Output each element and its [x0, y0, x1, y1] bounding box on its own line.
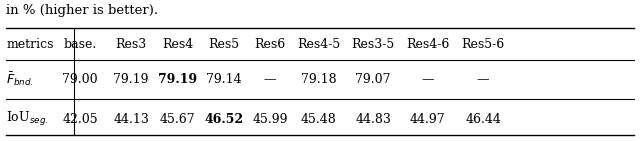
Text: base.: base.: [63, 38, 97, 51]
Text: —: —: [264, 73, 276, 86]
Text: Res6: Res6: [255, 38, 285, 51]
Text: Res4-6: Res4-6: [406, 38, 449, 51]
Text: 45.99: 45.99: [252, 113, 288, 126]
Text: metrics: metrics: [6, 38, 54, 51]
Text: in % (higher is better).: in % (higher is better).: [6, 4, 159, 17]
Text: 79.19: 79.19: [113, 73, 149, 86]
Text: Res3-5: Res3-5: [351, 38, 395, 51]
Text: 44.83: 44.83: [355, 113, 391, 126]
Text: 42.05: 42.05: [62, 113, 98, 126]
Text: 79.07: 79.07: [355, 73, 391, 86]
Text: 79.19: 79.19: [158, 73, 198, 86]
Text: Res4-5: Res4-5: [297, 38, 340, 51]
Text: 45.67: 45.67: [160, 113, 196, 126]
Text: —: —: [421, 73, 434, 86]
Text: $\bar{F}_{bnd.}$: $\bar{F}_{bnd.}$: [6, 71, 34, 88]
Text: Res4: Res4: [163, 38, 193, 51]
Text: —: —: [477, 73, 490, 86]
Text: 44.97: 44.97: [410, 113, 445, 126]
Text: 79.18: 79.18: [301, 73, 337, 86]
Text: Res3: Res3: [116, 38, 147, 51]
Text: 79.14: 79.14: [206, 73, 242, 86]
Text: IoU$_{seg.}$: IoU$_{seg.}$: [6, 110, 49, 128]
Text: Res5-6: Res5-6: [461, 38, 505, 51]
Text: 44.13: 44.13: [113, 113, 149, 126]
Text: 79.00: 79.00: [62, 73, 98, 86]
Text: 46.52: 46.52: [204, 113, 244, 126]
Text: 46.44: 46.44: [465, 113, 501, 126]
Text: Res5: Res5: [209, 38, 239, 51]
Text: 45.48: 45.48: [301, 113, 337, 126]
